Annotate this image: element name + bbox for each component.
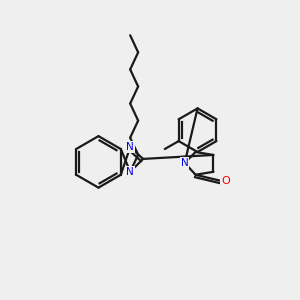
Text: N: N bbox=[126, 142, 134, 152]
Text: N: N bbox=[181, 158, 189, 168]
Text: N: N bbox=[126, 167, 134, 177]
Text: O: O bbox=[221, 176, 230, 186]
